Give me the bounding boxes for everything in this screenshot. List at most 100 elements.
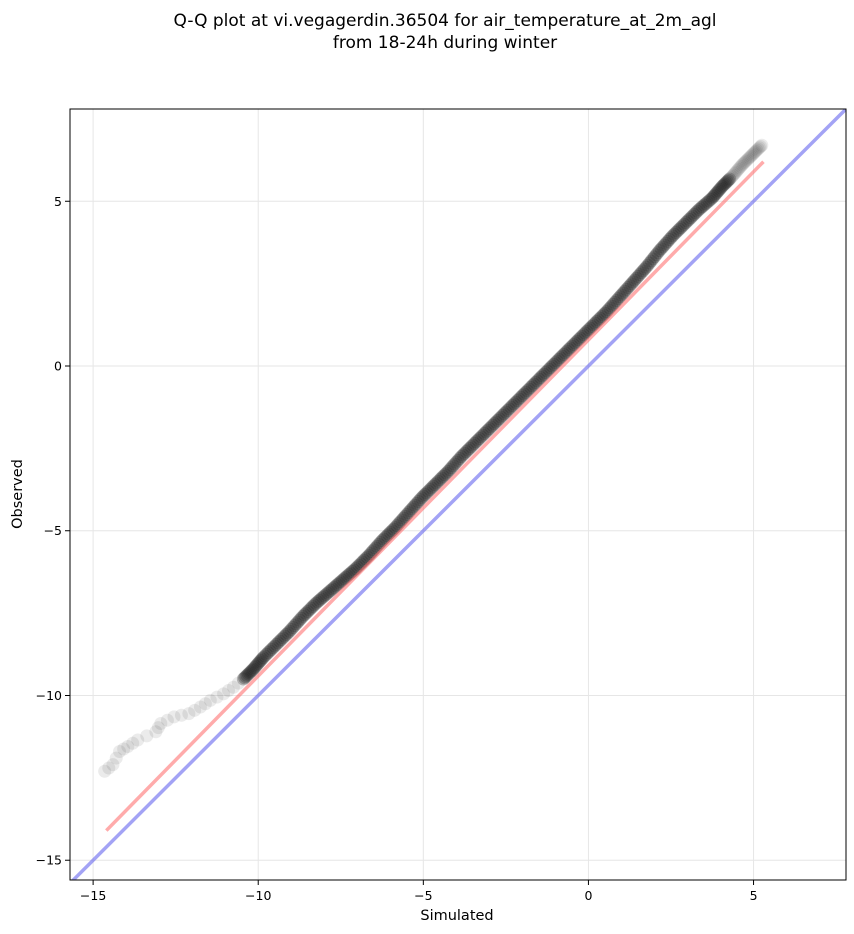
data-point (489, 415, 503, 429)
data-point (600, 305, 614, 319)
data-point (679, 216, 693, 230)
data-point (755, 138, 769, 152)
data-point (322, 585, 336, 599)
data-point (492, 412, 506, 426)
data-point (548, 356, 562, 370)
data-point (716, 178, 730, 192)
data-point (474, 430, 488, 444)
data-point (608, 295, 622, 309)
data-point (638, 262, 652, 276)
data-point (510, 394, 524, 408)
data-point (502, 402, 516, 416)
data-point (321, 586, 335, 600)
data-point (397, 511, 411, 525)
data-point (689, 206, 703, 220)
data-point (713, 182, 727, 196)
data-point (575, 329, 589, 343)
data-point (264, 642, 278, 656)
data-point (109, 751, 123, 765)
data-point (619, 282, 633, 296)
data-point (289, 617, 303, 631)
data-point (420, 486, 434, 500)
data-point (585, 319, 599, 333)
data-point (674, 221, 688, 235)
data-point (598, 306, 612, 320)
data-point (231, 676, 245, 690)
data-point (662, 233, 676, 247)
data-point (463, 441, 477, 455)
data-point (418, 488, 432, 501)
data-point (380, 529, 394, 543)
x-tick-label: −5 (414, 888, 432, 903)
data-point (580, 324, 594, 338)
data-point (751, 142, 765, 156)
data-point (254, 653, 268, 667)
y-tick-label: 0 (54, 359, 62, 374)
data-point (731, 162, 745, 176)
data-point (261, 646, 275, 660)
data-point (238, 671, 252, 685)
data-point (734, 159, 748, 173)
y-tick-label: −10 (36, 688, 62, 703)
data-point (595, 310, 609, 324)
data-point (226, 680, 240, 694)
data-point (654, 242, 668, 256)
data-point (626, 275, 640, 289)
data-point (557, 347, 571, 361)
identity-line (70, 109, 846, 880)
data-point (430, 476, 444, 490)
data-point (188, 703, 202, 717)
data-point (752, 141, 766, 155)
data-point (540, 364, 554, 378)
data-point (413, 493, 427, 507)
data-point (684, 211, 698, 225)
data-point (687, 207, 701, 221)
data-point (454, 450, 468, 464)
data-point (736, 157, 750, 171)
data-point (699, 197, 713, 211)
data-point (740, 153, 754, 167)
data-point (550, 354, 564, 368)
data-point (749, 144, 763, 158)
data-point (258, 649, 272, 663)
data-point (664, 231, 678, 245)
data-point (610, 294, 624, 308)
data-point (198, 697, 212, 711)
data-point (720, 174, 734, 188)
data-point (131, 733, 145, 747)
data-point (337, 572, 351, 586)
data-point (451, 453, 465, 467)
y-axis-label: Observed (10, 459, 26, 529)
data-point (705, 191, 719, 205)
data-point (243, 666, 257, 680)
data-point (542, 362, 556, 376)
data-point (754, 139, 768, 153)
data-point (311, 595, 325, 609)
data-point (294, 611, 308, 625)
data-point (314, 592, 328, 606)
data-point (525, 379, 539, 393)
data-point (255, 652, 269, 666)
data-point (606, 297, 620, 311)
data-point (746, 147, 760, 161)
data-point (210, 690, 224, 704)
data-point (390, 519, 404, 533)
data-point (274, 632, 288, 646)
data-point (628, 273, 642, 287)
data-point (405, 502, 419, 516)
data-point (469, 435, 483, 449)
x-axis-ticks: −15 −10 −5 0 5 (80, 880, 758, 903)
data-point (730, 164, 744, 178)
data-point (576, 328, 590, 342)
data-point (671, 224, 685, 238)
data-point (302, 603, 316, 617)
data-point (279, 628, 293, 642)
data-point (246, 662, 260, 676)
data-point (618, 284, 632, 298)
data-point (507, 397, 521, 411)
data-point (568, 336, 582, 350)
fit-line (105, 160, 765, 832)
data-point (695, 200, 709, 214)
data-point (724, 171, 738, 185)
data-point (725, 170, 739, 184)
